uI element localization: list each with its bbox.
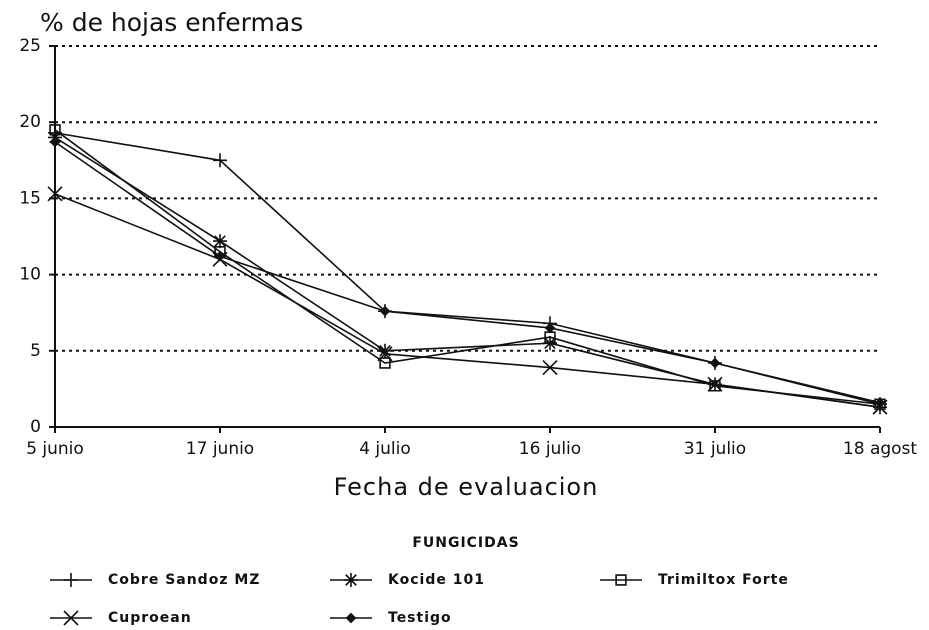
series-line [54, 129, 881, 405]
x-axis-label: Fecha de evaluacion [334, 473, 599, 501]
data-point [874, 397, 886, 408]
x-tick-label: 17 junio [186, 439, 254, 459]
legend-label: Kocide 101 [388, 572, 485, 588]
legend-label: Testigo [388, 610, 452, 626]
legend-label: Trimiltox Forte [658, 572, 789, 588]
legend-marker [345, 612, 357, 624]
y-tick-label: 20 [19, 112, 41, 132]
data-point [379, 357, 391, 369]
y-tick-label: 10 [19, 265, 41, 285]
legend-marker [64, 573, 78, 587]
y-tick-label: 5 [30, 341, 41, 361]
data-point [47, 186, 63, 202]
data-point [544, 331, 556, 343]
data-point [709, 380, 721, 392]
series-line [54, 193, 881, 408]
series-line [54, 136, 881, 408]
legend-marker [63, 610, 79, 626]
data-point [213, 153, 227, 168]
data-point [377, 346, 393, 362]
data-point [544, 322, 556, 334]
data-point [542, 359, 558, 376]
chart-title: % de hojas enfermas [40, 8, 303, 37]
legend-label: Cuproean [108, 610, 192, 626]
y-tick-label: 0 [30, 417, 41, 437]
x-tick-label: 16 julio [519, 439, 581, 459]
legend-marker [615, 574, 627, 586]
x-tick-label: 4 julio [359, 439, 411, 459]
y-tick-label: 25 [19, 36, 41, 56]
data-point [379, 305, 391, 317]
data-point [49, 136, 61, 148]
legend-title: FUNGICIDAS [412, 535, 519, 551]
data-point [709, 357, 721, 369]
data-point [213, 234, 227, 249]
data-point [707, 376, 723, 392]
data-point [543, 336, 557, 351]
x-tick-label: 5 junio [26, 439, 84, 459]
legend-marker [344, 573, 358, 587]
data-point [214, 250, 226, 262]
data-point [49, 124, 61, 136]
series-line [54, 132, 881, 405]
legend-label: Cobre Sandoz MZ [108, 572, 260, 588]
x-tick-label: 18 agost [843, 439, 918, 459]
x-tick-label: 31 julio [684, 439, 746, 459]
data-point [378, 343, 392, 358]
y-tick-label: 15 [19, 188, 41, 208]
series-line [54, 141, 881, 404]
